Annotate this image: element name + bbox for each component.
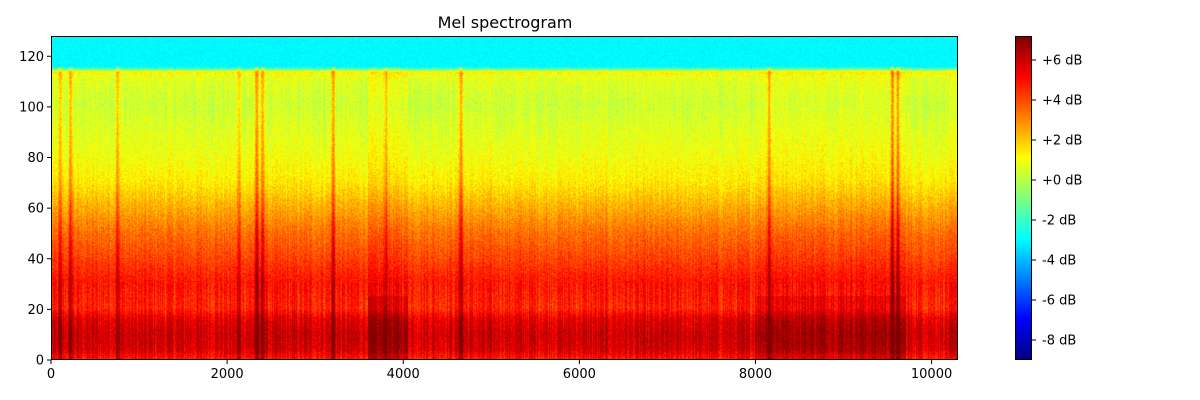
colorbar-tick-label: -8 dB: [1042, 334, 1076, 349]
y-tick-label: 100: [19, 100, 44, 115]
colorbar-frame: [1015, 36, 1032, 360]
y-axis: 0 20 40 60 80 100 120: [19, 50, 51, 369]
x-tick-label: 10000: [911, 367, 952, 382]
y-tick-label: 120: [19, 50, 44, 65]
colorbar-tick-label: -6 dB: [1042, 294, 1076, 309]
heatmap-image: [51, 36, 958, 360]
x-tick-label: 2000: [211, 367, 244, 382]
colorbar-gradient: [1015, 36, 1032, 360]
colorbar-axis: -8 dB -6 dB -4 dB -2 dB +0 dB +2 dB +4 dB +6 dB: [1032, 54, 1082, 349]
x-tick-label: 6000: [563, 367, 596, 382]
plot-frame: [51, 36, 958, 360]
colorbar-tick-label: +4 dB: [1042, 94, 1082, 109]
x-tick-label: 4000: [387, 367, 420, 382]
colorbar-tick-label: +0 dB: [1042, 174, 1082, 189]
colorbar-tick-label: -2 dB: [1042, 214, 1076, 229]
x-tick-label: 0: [47, 367, 55, 382]
chart-title: Mel spectrogram: [438, 13, 573, 32]
y-tick-label: 20: [27, 303, 44, 318]
colorbar-tick-label: +2 dB: [1042, 134, 1082, 149]
colorbar-tick-label: +6 dB: [1042, 54, 1082, 69]
x-axis: 0 2000 4000 6000 8000 10000: [47, 360, 952, 382]
colorbar-tick-label: -4 dB: [1042, 254, 1076, 269]
y-tick-label: 80: [27, 151, 44, 166]
y-tick-label: 0: [36, 354, 44, 369]
y-tick-label: 40: [27, 252, 44, 267]
x-tick-label: 8000: [739, 367, 772, 382]
y-tick-label: 60: [27, 202, 44, 217]
